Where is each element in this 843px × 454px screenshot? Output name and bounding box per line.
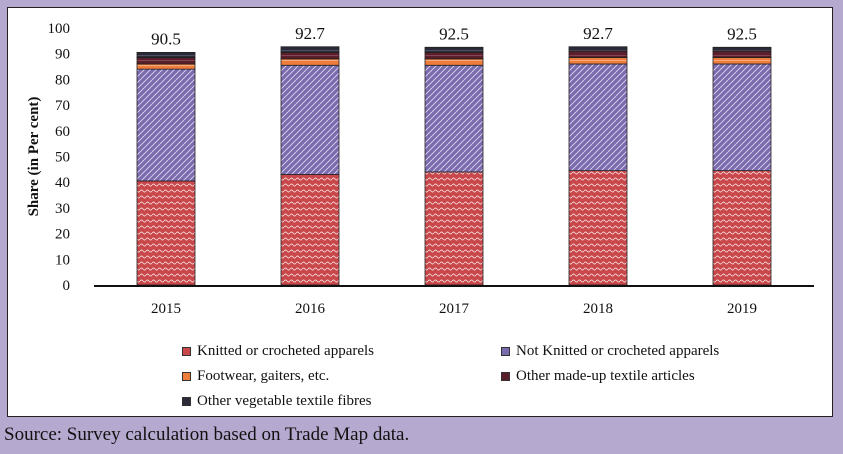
x-axis-ticks: 2015 2016 2017 2018 2019 — [151, 301, 757, 317]
y-tick-label: 0 — [63, 278, 71, 294]
bar-segment-footwear — [568, 57, 628, 65]
bar-segment-not-knitted — [136, 68, 196, 182]
bar-stack-2017 — [424, 46, 484, 286]
bar-segment-made-up — [712, 50, 772, 58]
bar-segment-footwear — [712, 57, 772, 65]
bar-stack-2015 — [136, 52, 196, 286]
bar-segment-footwear — [280, 58, 340, 66]
bar-segment-not-knitted — [424, 64, 484, 173]
bar-segment-knitted — [136, 180, 196, 286]
x-tick-label: 2017 — [439, 301, 470, 317]
total-label: 92.5 — [727, 24, 757, 43]
x-tick-label: 2015 — [151, 301, 181, 317]
stacked-bar-chart: Share (in Per cent) 0 10 20 30 40 50 60 70 80 90 1… — [26, 21, 814, 317]
bar-segment-knitted — [280, 174, 340, 286]
y-tick-label: 60 — [55, 124, 70, 140]
x-tick-label: 2019 — [727, 301, 757, 317]
bar-segment-vegetable — [712, 46, 772, 52]
chart-frame: Share (in Per cent) 0 10 20 30 40 50 60 70 80 90 1… — [7, 7, 833, 417]
bar-stack-2016 — [280, 46, 340, 286]
total-label: 92.7 — [295, 24, 325, 43]
bar-stacks — [136, 46, 772, 286]
y-axis-ticks: 0 10 20 30 40 50 60 70 80 90 100 — [48, 21, 71, 294]
bar-segment-vegetable — [136, 52, 196, 58]
y-axis-label: Share (in Per cent) — [26, 97, 42, 217]
bar-segment-knitted — [424, 171, 484, 286]
bar-segment-made-up — [136, 57, 196, 65]
total-labels: 90.5 92.7 92.5 92.7 92.5 — [151, 24, 757, 49]
y-tick-label: 30 — [55, 201, 70, 217]
bar-segment-vegetable — [424, 46, 484, 53]
total-label: 92.5 — [439, 24, 469, 43]
bar-segment-not-knitted — [712, 63, 772, 172]
bar-segment-not-knitted — [280, 64, 340, 175]
x-tick-label: 2018 — [583, 301, 613, 317]
bar-segment-made-up — [280, 52, 340, 60]
bar-segment-footwear — [424, 58, 484, 66]
y-axis-label-group: Share (in Per cent) — [26, 97, 42, 217]
bar-segment-footwear — [136, 63, 196, 70]
bar-stack-2019 — [712, 46, 772, 286]
y-tick-label: 90 — [55, 47, 70, 63]
y-tick-label: 10 — [55, 252, 70, 268]
source-note: Source: Survey calculation based on Trad… — [4, 424, 410, 445]
y-tick-label: 20 — [55, 227, 70, 243]
y-tick-label: 80 — [55, 72, 70, 88]
total-label: 90.5 — [151, 29, 181, 48]
y-tick-label: 50 — [55, 150, 70, 166]
bar-segment-knitted — [712, 170, 772, 286]
bar-segment-made-up — [568, 50, 628, 58]
bar-segment-made-up — [424, 52, 484, 60]
y-tick-label: 70 — [55, 98, 70, 114]
total-label: 92.7 — [583, 24, 613, 43]
bar-segment-vegetable — [568, 46, 628, 52]
bar-segment-vegetable — [280, 46, 340, 53]
y-tick-label: 100 — [48, 21, 71, 37]
bar-stack-2018 — [568, 46, 628, 286]
x-tick-label: 2016 — [295, 301, 326, 317]
y-tick-label: 40 — [55, 175, 70, 191]
bar-segment-knitted — [568, 170, 628, 286]
bar-segment-not-knitted — [568, 63, 628, 172]
